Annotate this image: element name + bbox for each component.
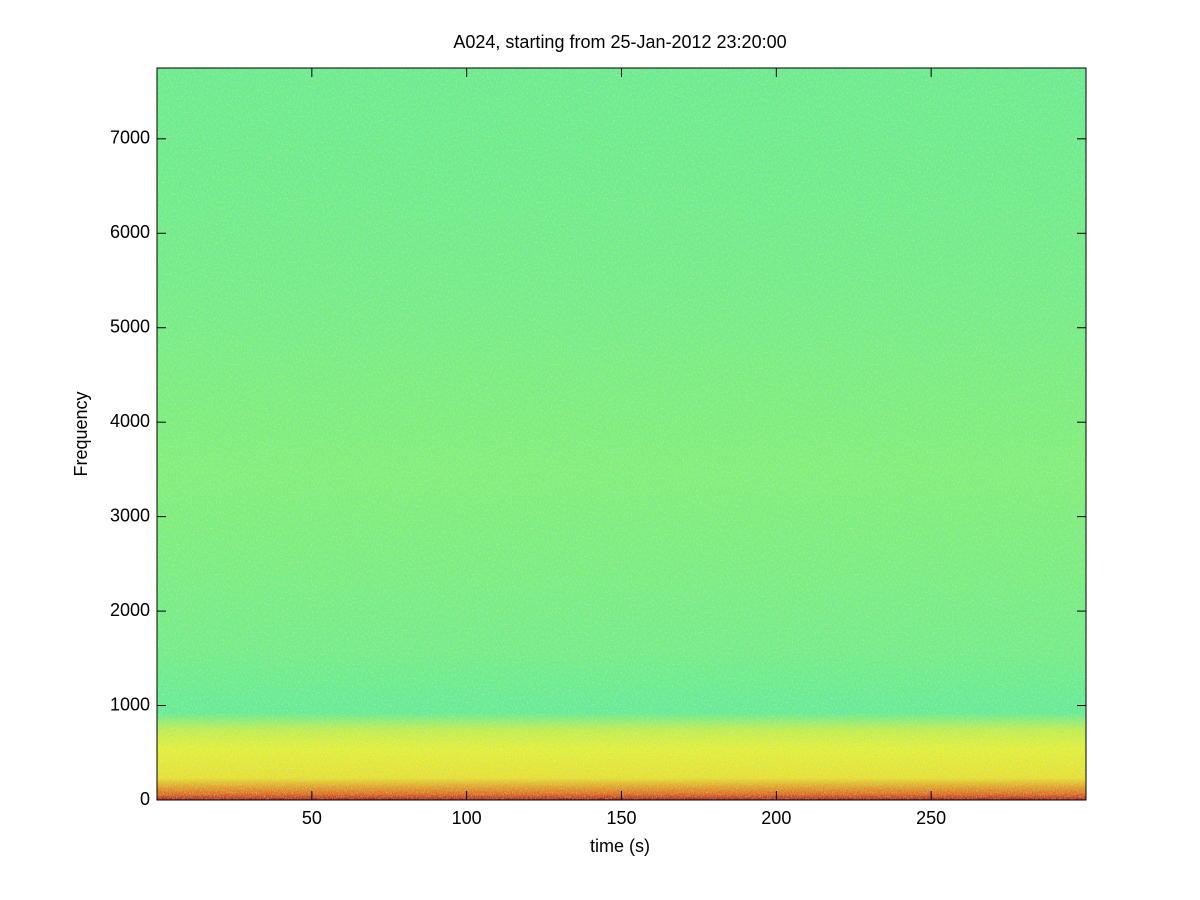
y-tick-label: 0: [140, 789, 150, 809]
x-tick-label: 100: [452, 808, 482, 828]
x-tick-label: 150: [606, 808, 636, 828]
y-tick-label: 2000: [110, 600, 150, 620]
y-tick-label: 5000: [110, 316, 150, 336]
spectrogram-texture: [157, 68, 1086, 800]
x-tick-label: 50: [302, 808, 322, 828]
y-axis-label: Frequency: [71, 391, 91, 476]
x-tick-label: 250: [916, 808, 946, 828]
chart-title: A024, starting from 25-Jan-2012 23:20:00: [453, 32, 786, 52]
x-tick-label: 200: [761, 808, 791, 828]
y-tick-label: 3000: [110, 505, 150, 525]
x-axis-label: time (s): [590, 836, 650, 856]
plot-area: [156, 67, 1087, 801]
y-tick-label: 7000: [110, 128, 150, 148]
y-tick-label: 4000: [110, 411, 150, 431]
y-tick-label: 6000: [110, 222, 150, 242]
y-tick-label: 1000: [110, 694, 150, 714]
